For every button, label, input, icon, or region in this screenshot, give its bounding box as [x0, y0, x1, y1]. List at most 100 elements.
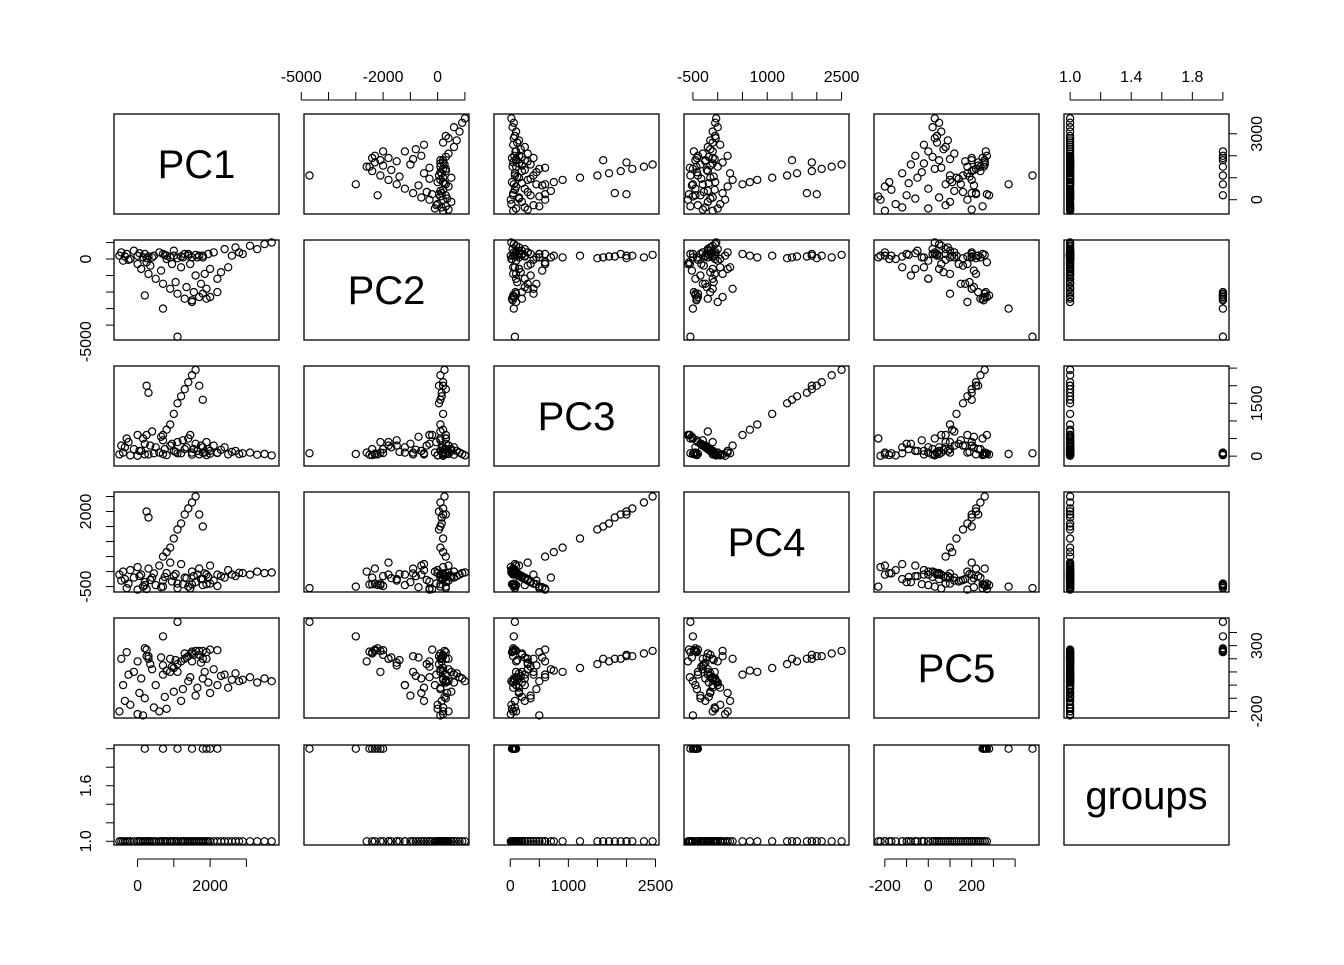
data-point — [187, 371, 197, 380]
data-point — [441, 572, 450, 582]
data-point — [950, 427, 959, 436]
data-point — [969, 282, 979, 292]
data-point — [686, 171, 695, 180]
data-point — [1065, 381, 1075, 390]
data-point — [194, 837, 204, 846]
x-axis-PC3: 0 1000 2500 — [506, 858, 673, 895]
tick-label: 0 — [506, 878, 515, 895]
data-point — [234, 248, 244, 257]
data-point — [436, 683, 445, 692]
data-point — [958, 261, 968, 270]
data-point — [144, 269, 153, 279]
data-point — [144, 450, 153, 459]
data-point — [827, 162, 836, 171]
data-point — [158, 430, 168, 440]
data-point — [507, 238, 516, 247]
data-point — [187, 647, 197, 656]
data-point — [753, 175, 762, 185]
data-point — [1065, 395, 1075, 404]
data-point — [898, 203, 907, 212]
data-point — [1065, 268, 1075, 277]
data-point — [438, 138, 448, 147]
x-axis-PC1: 0 2000 — [133, 858, 247, 895]
data-point — [981, 147, 991, 156]
y-axis-PC4: -500 2000 — [78, 494, 115, 603]
data-point — [604, 837, 614, 846]
data-point — [191, 271, 200, 280]
data-point — [158, 837, 168, 846]
data-point — [1218, 647, 1228, 656]
data-point — [523, 574, 532, 584]
data-point — [436, 395, 445, 404]
data-point — [144, 388, 153, 397]
data-point — [441, 552, 450, 561]
data-point — [622, 189, 631, 199]
data-point — [711, 837, 720, 846]
data-point — [198, 522, 207, 531]
data-point — [604, 169, 614, 178]
tick-label: -500 — [677, 69, 709, 86]
data-point — [917, 436, 927, 445]
data-point — [436, 436, 445, 445]
data-point — [928, 444, 937, 454]
data-point — [511, 269, 521, 279]
data-point — [965, 277, 974, 287]
data-point — [969, 574, 979, 583]
diagonal-label-PC4: PC4 — [728, 521, 806, 565]
data-point — [807, 381, 817, 390]
data-point — [738, 249, 747, 259]
data-point — [812, 189, 822, 199]
data-point — [1065, 282, 1075, 292]
data-point — [173, 583, 182, 593]
data-point — [204, 678, 213, 687]
data-point — [267, 677, 276, 686]
data-point — [1004, 180, 1013, 189]
data-point — [178, 580, 188, 589]
data-point — [701, 203, 710, 212]
data-point — [438, 837, 448, 846]
data-point — [452, 136, 461, 145]
data-point — [220, 670, 229, 679]
data-point — [1065, 683, 1075, 692]
data-point — [887, 449, 896, 458]
data-point — [688, 180, 698, 189]
data-point — [158, 449, 168, 459]
panel-PC4-vs-PC1 — [113, 491, 280, 594]
data-point — [711, 133, 720, 143]
data-point — [220, 244, 229, 254]
data-point — [184, 677, 193, 686]
data-point — [1065, 430, 1075, 440]
data-point — [508, 580, 517, 589]
data-point — [162, 547, 171, 557]
data-point — [529, 570, 538, 579]
data-point — [508, 647, 517, 656]
data-point — [787, 155, 797, 165]
tick-label: -200 — [869, 878, 901, 895]
data-point — [149, 449, 159, 458]
data-point — [1065, 192, 1075, 201]
data-point — [792, 392, 802, 401]
data-point — [963, 195, 972, 204]
data-point — [837, 250, 846, 260]
data-point — [974, 837, 983, 846]
data-point — [628, 164, 637, 174]
data-point — [173, 332, 182, 341]
data-point — [710, 703, 719, 712]
data-point — [425, 163, 434, 172]
data-point — [124, 437, 133, 447]
data-point — [185, 673, 195, 682]
data-point — [937, 163, 946, 172]
data-point — [520, 165, 530, 175]
data-point — [169, 534, 178, 543]
data-point — [1065, 703, 1075, 712]
data-point — [1218, 632, 1228, 641]
data-point — [509, 632, 518, 641]
data-point — [1004, 449, 1013, 459]
data-point — [133, 562, 142, 572]
data-point — [971, 189, 981, 199]
data-point — [142, 584, 151, 594]
data-point — [558, 667, 567, 677]
data-point — [526, 837, 535, 846]
data-point — [419, 450, 429, 459]
